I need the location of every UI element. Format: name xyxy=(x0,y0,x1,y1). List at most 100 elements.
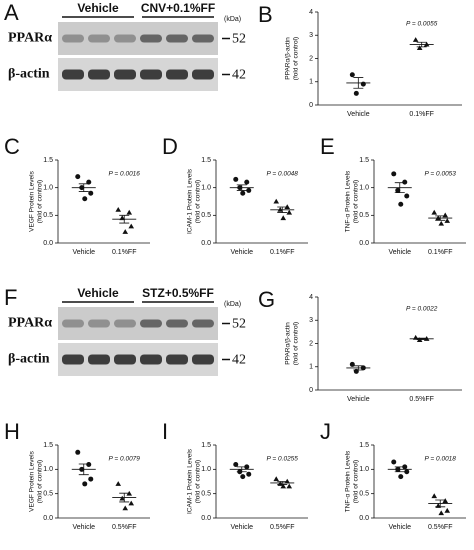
y-tick-label: 4 xyxy=(309,294,313,301)
point xyxy=(273,476,280,482)
error-bar xyxy=(353,77,364,89)
y-tick-label: 1.5 xyxy=(43,442,53,449)
y-axis-label: PPARα/β-actin xyxy=(285,37,292,80)
blot-strip xyxy=(58,307,218,340)
point xyxy=(398,201,404,207)
band xyxy=(62,319,84,328)
group-label: CNV+0.1%FF xyxy=(141,1,215,15)
point xyxy=(88,476,94,482)
x-tick-label: Vehicle xyxy=(230,524,253,531)
y-tick-label: 0.0 xyxy=(201,240,211,247)
y-axis-label: PPARα/β-actin xyxy=(285,322,292,365)
y-tick-label: 1.5 xyxy=(359,157,369,164)
error-bar xyxy=(435,215,446,221)
y-axis-label: ICAM-1 Protein Levels xyxy=(187,168,194,234)
point xyxy=(395,187,401,193)
point xyxy=(286,483,293,489)
x-tick-label: Vehicle xyxy=(347,111,370,118)
band xyxy=(62,69,84,80)
blot-strip xyxy=(58,58,218,91)
panel-letter: F xyxy=(4,285,17,310)
panel-letter: C xyxy=(4,134,20,159)
y-tick-label: 0.0 xyxy=(359,240,369,247)
error-bar xyxy=(78,463,89,476)
point xyxy=(286,209,293,215)
band xyxy=(62,34,84,43)
p-value: P = 0.0053 xyxy=(425,171,457,178)
y-tick-label: 4 xyxy=(309,9,313,16)
point xyxy=(284,204,291,210)
point xyxy=(233,176,239,182)
band xyxy=(140,34,162,43)
point xyxy=(404,193,410,199)
panel-letter: J xyxy=(320,419,331,444)
point xyxy=(353,90,359,96)
band xyxy=(114,69,136,80)
point xyxy=(128,223,135,229)
y-axis-label: (fold of control) xyxy=(37,180,44,223)
point xyxy=(75,174,81,180)
x-tick-label: Vehicle xyxy=(388,249,411,256)
band xyxy=(114,354,136,365)
y-axis-label: ICAM-1 Protein Levels xyxy=(187,448,194,514)
y-tick-label: 1.5 xyxy=(43,157,53,164)
band xyxy=(166,69,188,80)
y-tick-label: 0.5 xyxy=(43,212,53,219)
band xyxy=(88,354,110,365)
point xyxy=(273,198,280,204)
y-axis-label: VEGF Protein Levels xyxy=(29,450,36,511)
point xyxy=(404,469,410,475)
y-tick-label: 0.5 xyxy=(359,491,369,498)
p-value: P = 0.0016 xyxy=(109,171,141,178)
unit-label: (kDa) xyxy=(224,301,241,308)
kda-label: 42 xyxy=(232,68,246,83)
x-tick-label: 0.1%FF xyxy=(409,111,434,118)
kda-label: 52 xyxy=(232,32,246,47)
blot-strip xyxy=(58,22,218,55)
p-value: P = 0.0048 xyxy=(267,171,299,178)
y-axis-label: (fold of control) xyxy=(353,180,360,223)
y-tick-label: 0 xyxy=(309,387,313,394)
row-name: β-actin xyxy=(8,67,50,82)
x-tick-label: Vehicle xyxy=(230,249,253,256)
y-tick-label: 1.0 xyxy=(201,466,211,473)
point xyxy=(75,449,81,455)
y-tick-label: 0.0 xyxy=(43,240,53,247)
group-label: STZ+0.5%FF xyxy=(142,286,214,300)
y-tick-label: 1.5 xyxy=(201,157,211,164)
row-name: PPARα xyxy=(8,316,52,331)
point xyxy=(431,209,438,215)
error-bar xyxy=(353,365,364,371)
error-bar xyxy=(416,41,427,48)
point xyxy=(280,483,287,489)
point xyxy=(128,500,135,506)
kda-label: 42 xyxy=(232,353,246,368)
y-tick-label: 1.0 xyxy=(201,185,211,192)
y-axis-label: TNF-α Protein Levels xyxy=(345,450,352,512)
point xyxy=(412,37,419,42)
point xyxy=(444,218,451,223)
band xyxy=(88,34,110,43)
point xyxy=(233,461,239,467)
y-axis-label: TNF-α Protein Levels xyxy=(345,170,352,232)
point xyxy=(280,215,287,221)
band xyxy=(88,319,110,328)
panel-letter: I xyxy=(162,419,168,444)
band xyxy=(62,354,84,365)
error-bar xyxy=(435,499,446,508)
p-value: P = 0.0255 xyxy=(267,456,299,463)
point xyxy=(349,72,355,78)
band xyxy=(140,69,162,80)
band xyxy=(166,354,188,365)
y-axis-label: (fold of control) xyxy=(195,460,202,503)
y-tick-label: 1 xyxy=(309,364,313,371)
point xyxy=(82,196,88,202)
x-tick-label: Vehicle xyxy=(347,396,370,403)
band xyxy=(192,354,214,365)
point xyxy=(86,461,92,467)
point xyxy=(246,471,252,477)
y-tick-label: 0.5 xyxy=(201,491,211,498)
y-tick-label: 0.5 xyxy=(43,491,53,498)
y-tick-label: 1.5 xyxy=(359,442,369,449)
row-name: PPARα xyxy=(8,31,52,46)
